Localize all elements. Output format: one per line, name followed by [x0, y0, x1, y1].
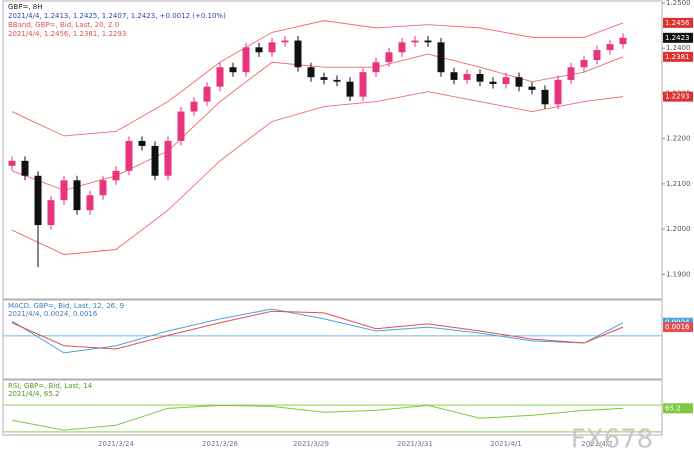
- candle-body: [372, 62, 380, 73]
- candle-body: [268, 42, 276, 53]
- chart-subtitle: 2021/4/4, 1.2413, 1.2425, 1.2407, 1.2423…: [8, 12, 226, 20]
- candle-body: [476, 74, 484, 82]
- candle-body: [151, 145, 159, 176]
- candle-body: [21, 160, 29, 176]
- candle-body: [320, 77, 328, 80]
- candle-body: [60, 180, 68, 201]
- candle-body: [502, 77, 510, 84]
- candle-body: [619, 37, 627, 45]
- candle-body: [580, 59, 588, 68]
- candle-body: [138, 140, 146, 146]
- x-tick-label: 2021/3/26: [202, 440, 238, 448]
- candle-body: [177, 111, 185, 141]
- y-tick-label: 1.2500: [666, 0, 691, 7]
- candle-body: [424, 40, 432, 43]
- candle-body: [164, 140, 172, 176]
- candle-body: [398, 42, 406, 53]
- candle-body: [346, 81, 354, 97]
- candle-body: [34, 175, 42, 226]
- macd-title: MACD, GBP=, Bid, Last, 12, 26, 9: [8, 302, 124, 310]
- band-legend: BBand, GBP=, Bid, Last, 20, 2.0: [8, 21, 119, 29]
- macd-subtitle: 2021/4/4, 0.0024, 0.0016: [8, 310, 98, 318]
- band-lower: [11, 91, 624, 255]
- candle-body: [229, 67, 237, 73]
- last-price-text: 1.2423: [665, 34, 690, 42]
- candle-body: [125, 140, 133, 171]
- candle-body: [463, 74, 471, 80]
- y-tick-label: 1.2400: [666, 44, 691, 52]
- x-tick-label: 2021/3/31: [397, 440, 433, 448]
- candle-body: [359, 72, 367, 97]
- candle-body: [515, 77, 523, 87]
- band-upper-box: [663, 17, 693, 28]
- candle-body: [437, 42, 445, 73]
- candle-body: [593, 50, 601, 60]
- band-middle-box: [663, 51, 693, 62]
- candle-body: [112, 170, 120, 181]
- last-price-box: [663, 32, 693, 43]
- candle-body: [99, 180, 107, 196]
- band-lower-text: 1.2293: [665, 93, 690, 101]
- watermark: FX678: [571, 425, 653, 455]
- candle-body: [203, 86, 211, 102]
- x-tick-label: 2021/3/24: [98, 440, 134, 448]
- band-middle-text: 1.2381: [665, 53, 690, 61]
- chart-title: GBP=, 8H: [8, 3, 42, 11]
- rsi-subtitle: 2021/4/4, 65.2: [8, 390, 59, 398]
- candle-body: [190, 101, 198, 112]
- candle-body: [554, 79, 562, 105]
- x-tick-label: 2021/3/29: [293, 440, 329, 448]
- last-value-text: 65.2: [665, 404, 681, 412]
- y-tick-label: 1.2000: [666, 225, 691, 233]
- candle-body: [385, 52, 393, 63]
- candle-body: [489, 81, 497, 84]
- rsi-title: RSI, GBP=, Bid, Last, 14: [8, 382, 93, 390]
- band-upper-text: 1.2456: [665, 19, 690, 27]
- candle-body: [8, 160, 16, 166]
- y-tick-label: 1.1900: [666, 270, 691, 278]
- candle-body: [541, 89, 549, 105]
- y-tick-label: 1.2100: [666, 180, 691, 188]
- last-value-box: [663, 403, 693, 414]
- candle-body: [307, 67, 315, 78]
- candle-body: [411, 40, 419, 43]
- band-values: 2021/4/4, 1.2456, 1.2381, 1.2293: [8, 30, 126, 38]
- candle-body: [47, 200, 55, 226]
- last-value-box: [663, 322, 693, 333]
- candle-body: [294, 40, 302, 68]
- candle-body: [86, 195, 94, 211]
- series-line: [11, 310, 624, 350]
- candle-body: [73, 180, 81, 211]
- candle-body: [255, 47, 263, 53]
- candle-body: [567, 67, 575, 80]
- x-tick-label: 2021/4/2: [581, 440, 612, 448]
- x-tick-label: 2021/4/1: [490, 440, 521, 448]
- candle-body: [333, 79, 341, 82]
- band-upper: [11, 20, 624, 137]
- y-tick-label: 1.2200: [666, 135, 691, 143]
- main-panel: [2, 0, 663, 300]
- candle-body: [242, 47, 250, 73]
- candle-body: [281, 40, 289, 43]
- rsi-panel: [2, 379, 663, 436]
- candle-body: [606, 44, 614, 51]
- last-value-text: 0.0016: [665, 323, 690, 331]
- series-line: [11, 308, 624, 354]
- macd-panel: [2, 299, 663, 380]
- band-lower-box: [663, 91, 693, 102]
- candle-body: [450, 72, 458, 80]
- candle-body: [216, 67, 224, 87]
- series-line: [11, 404, 624, 431]
- candle-body: [528, 86, 536, 90]
